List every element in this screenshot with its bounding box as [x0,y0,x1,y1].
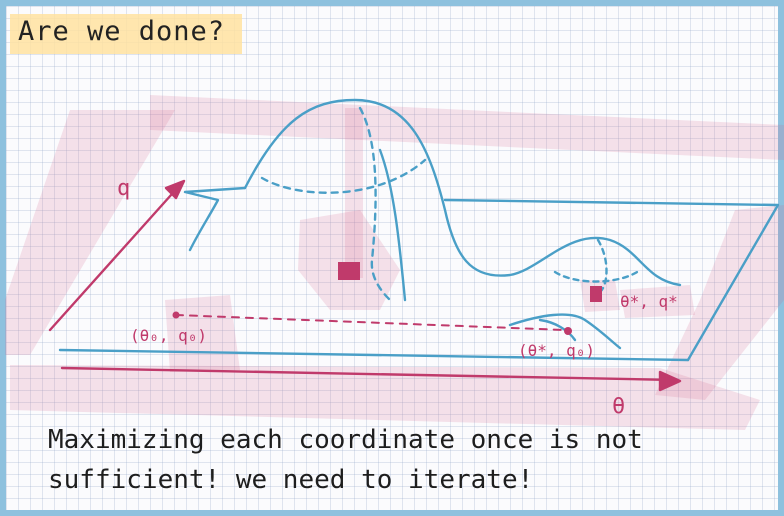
caption: Maximizing each coordinate once is not s… [48,420,748,500]
highlight-opt-label-marker [620,285,695,318]
after-theta-point-label: (θ*, q₀) [518,341,595,360]
start-point-dot [172,311,180,319]
q-axis [48,183,182,332]
theta-axis [60,366,677,382]
surface-back-edge-right [443,198,780,362]
peak-vertical-guide [358,106,392,302]
after-theta-point-dot [564,327,572,335]
peak-marker [338,262,360,280]
grid-paper [6,6,778,510]
coordinate-step-path [175,314,566,331]
q-axis-label: q [117,176,130,201]
surface-ridge-inner [378,148,407,302]
page-title: Are we done? [18,16,226,47]
surface-outline [243,98,682,287]
highlight-peak-marker [298,210,400,310]
highlight-back-band [150,95,784,160]
caption-line-1: Maximizing each coordinate once is not [48,425,643,455]
likelihood-surface [58,98,780,362]
highlight-left-band [5,110,175,355]
theta-axis-arrowhead [658,370,682,392]
theta-axis-label: θ [612,394,625,419]
theta-slice-bump-inner [538,318,577,342]
highlight-right-band [655,205,784,400]
axes [48,179,682,392]
surface-back-edge-left [183,186,247,252]
optimum-point-label: θ*, q* [620,292,678,311]
peak-cross-section [260,158,427,194]
start-point-label: (θ₀, q₀) [130,326,207,345]
title-highlight [10,14,242,54]
optimum-marker [590,286,602,302]
highlight-peak-stem [345,108,363,278]
caption-line-2: sufficient! we need to iterate! [48,465,534,495]
points [172,262,602,335]
surface-front-edge [58,348,690,362]
q-axis-arrowhead [164,179,186,200]
highlight-bottom-band [10,365,760,430]
small-bump-cross-section [553,268,642,283]
theta-slice-bump [508,313,622,350]
